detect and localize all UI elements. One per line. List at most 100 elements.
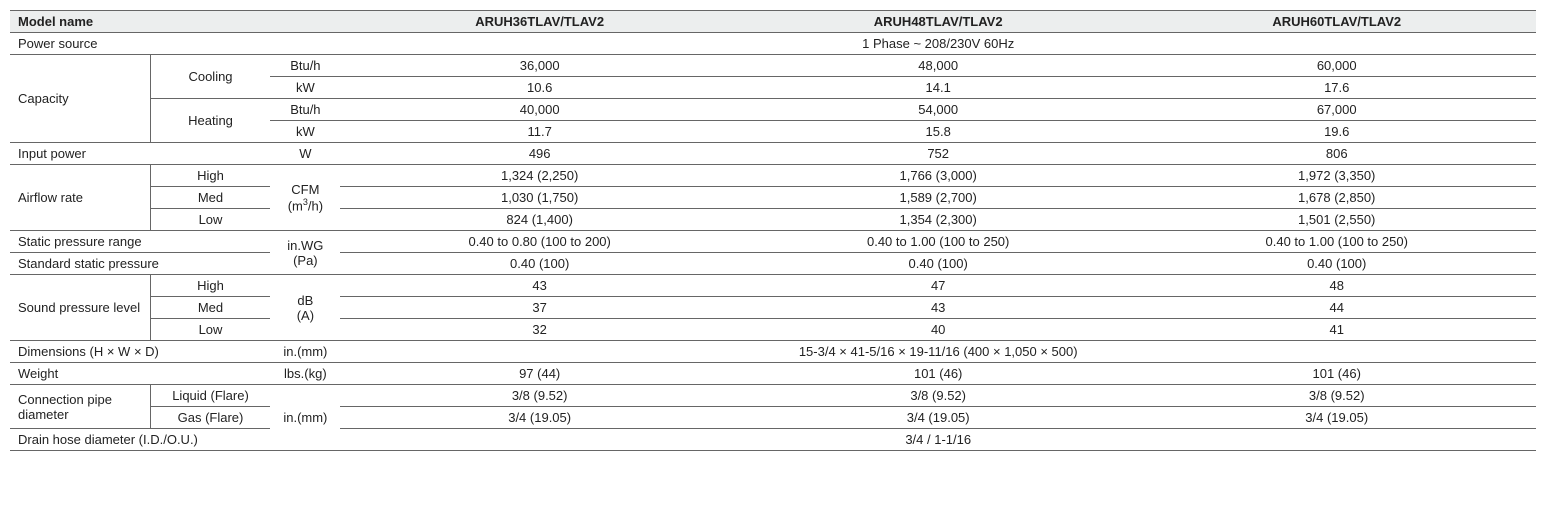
airflow-label: Airflow rate [10, 165, 150, 231]
input-power-label: Input power [10, 143, 270, 165]
heat-kw-2: 19.6 [1137, 121, 1536, 143]
af-low-1: 1,354 (2,300) [739, 209, 1138, 231]
conn-gas-label: Gas (Flare) [150, 407, 270, 429]
conn-unit: in.(mm) [270, 385, 340, 451]
heat-kw-1: 15.8 [739, 121, 1138, 143]
cool-btu-1: 48,000 [739, 55, 1138, 77]
gas-0: 3/4 (19.05) [340, 407, 739, 429]
kw-label-1: kW [270, 77, 340, 99]
cool-kw-1: 14.1 [739, 77, 1138, 99]
sp-med-1: 43 [739, 297, 1138, 319]
kw-label-2: kW [270, 121, 340, 143]
weight-row: Weight lbs.(kg) 97 (44) 101 (46) 101 (46… [10, 363, 1536, 385]
heat-kw-0: 11.7 [340, 121, 739, 143]
airflow-med-label: Med [150, 187, 270, 209]
airflow-high-row: Airflow rate High CFM(m3/h) 1,324 (2,250… [10, 165, 1536, 187]
spec-table: Model name ARUH36TLAV/TLAV2 ARUH48TLAV/T… [10, 10, 1536, 451]
header-row: Model name ARUH36TLAV/TLAV2 ARUH48TLAV/T… [10, 11, 1536, 33]
inpw-1: 752 [739, 143, 1138, 165]
airflow-unit: CFM(m3/h) [270, 165, 340, 231]
airflow-low-row: Low 824 (1,400) 1,354 (2,300) 1,501 (2,5… [10, 209, 1536, 231]
sound-low-row: Low 32 40 41 [10, 319, 1536, 341]
airflow-low-label: Low [150, 209, 270, 231]
af-high-0: 1,324 (2,250) [340, 165, 739, 187]
af-med-2: 1,678 (2,850) [1137, 187, 1536, 209]
static-std-row: Standard static pressure 0.40 (100) 0.40… [10, 253, 1536, 275]
sound-low-label: Low [150, 319, 270, 341]
sp-low-0: 32 [340, 319, 739, 341]
ss-1: 0.40 (100) [739, 253, 1138, 275]
static-std-label: Standard static pressure [10, 253, 270, 275]
wt-1: 101 (46) [739, 363, 1138, 385]
sp-med-2: 44 [1137, 297, 1536, 319]
capacity-label: Capacity [10, 55, 150, 143]
capacity-cooling-btu-row: Capacity Cooling Btu/h 36,000 48,000 60,… [10, 55, 1536, 77]
static-range-row: Static pressure range in.WG(Pa) 0.40 to … [10, 231, 1536, 253]
sp-med-0: 37 [340, 297, 739, 319]
model-2: ARUH60TLAV/TLAV2 [1137, 11, 1536, 33]
cool-kw-0: 10.6 [340, 77, 739, 99]
airflow-med-row: Med 1,030 (1,750) 1,589 (2,700) 1,678 (2… [10, 187, 1536, 209]
gas-2: 3/4 (19.05) [1137, 407, 1536, 429]
liq-2: 3/8 (9.52) [1137, 385, 1536, 407]
conn-label: Connection pipe diameter [10, 385, 150, 429]
conn-gas-row: Gas (Flare) 3/4 (19.05) 3/4 (19.05) 3/4 … [10, 407, 1536, 429]
model-0: ARUH36TLAV/TLAV2 [340, 11, 739, 33]
power-source-row: Power source 1 Phase ~ 208/230V 60Hz [10, 33, 1536, 55]
af-med-0: 1,030 (1,750) [340, 187, 739, 209]
weight-unit: lbs.(kg) [270, 363, 340, 385]
sound-high-label: High [150, 275, 270, 297]
af-high-2: 1,972 (3,350) [1137, 165, 1536, 187]
dimensions-row: Dimensions (H × W × D) in.(mm) 15-3/4 × … [10, 341, 1536, 363]
airflow-high-label: High [150, 165, 270, 187]
sr-2: 0.40 to 1.00 (100 to 250) [1137, 231, 1536, 253]
input-power-row: Input power W 496 752 806 [10, 143, 1536, 165]
power-source-label: Power source [10, 33, 340, 55]
liq-1: 3/8 (9.52) [739, 385, 1138, 407]
drain-value: 3/4 / 1-1/16 [340, 429, 1536, 451]
af-low-0: 824 (1,400) [340, 209, 739, 231]
weight-label: Weight [10, 363, 270, 385]
capacity-heating-btu-row: Heating Btu/h 40,000 54,000 67,000 [10, 99, 1536, 121]
sp-high-1: 47 [739, 275, 1138, 297]
ss-2: 0.40 (100) [1137, 253, 1536, 275]
drain-label: Drain hose diameter (I.D./O.U.) [10, 429, 270, 451]
heat-btu-1: 54,000 [739, 99, 1138, 121]
sp-low-2: 41 [1137, 319, 1536, 341]
inpw-0: 496 [340, 143, 739, 165]
af-med-1: 1,589 (2,700) [739, 187, 1138, 209]
btu-label-1: Btu/h [270, 55, 340, 77]
sp-high-2: 48 [1137, 275, 1536, 297]
input-power-unit: W [270, 143, 340, 165]
dimensions-label: Dimensions (H × W × D) [10, 341, 270, 363]
cooling-label: Cooling [150, 55, 270, 99]
wt-0: 97 (44) [340, 363, 739, 385]
ss-0: 0.40 (100) [340, 253, 739, 275]
static-unit: in.WG(Pa) [270, 231, 340, 275]
sound-high-row: Sound pressure level High dB(A) 43 47 48 [10, 275, 1536, 297]
btu-label-2: Btu/h [270, 99, 340, 121]
liq-0: 3/8 (9.52) [340, 385, 739, 407]
inpw-2: 806 [1137, 143, 1536, 165]
static-range-label: Static pressure range [10, 231, 270, 253]
conn-liquid-row: Connection pipe diameter Liquid (Flare) … [10, 385, 1536, 407]
cool-btu-2: 60,000 [1137, 55, 1536, 77]
heat-btu-2: 67,000 [1137, 99, 1536, 121]
sound-unit: dB(A) [270, 275, 340, 341]
dimensions-unit: in.(mm) [270, 341, 340, 363]
sr-1: 0.40 to 1.00 (100 to 250) [739, 231, 1138, 253]
af-high-1: 1,766 (3,000) [739, 165, 1138, 187]
drain-row: Drain hose diameter (I.D./O.U.) 3/4 / 1-… [10, 429, 1536, 451]
sound-label: Sound pressure level [10, 275, 150, 341]
dimensions-value: 15-3/4 × 41-5/16 × 19-11/16 (400 × 1,050… [340, 341, 1536, 363]
wt-2: 101 (46) [1137, 363, 1536, 385]
sound-med-row: Med 37 43 44 [10, 297, 1536, 319]
model-1: ARUH48TLAV/TLAV2 [739, 11, 1138, 33]
heat-btu-0: 40,000 [340, 99, 739, 121]
af-low-2: 1,501 (2,550) [1137, 209, 1536, 231]
sound-med-label: Med [150, 297, 270, 319]
cool-kw-2: 17.6 [1137, 77, 1536, 99]
model-name-label: Model name [10, 11, 340, 33]
sp-low-1: 40 [739, 319, 1138, 341]
cool-btu-0: 36,000 [340, 55, 739, 77]
